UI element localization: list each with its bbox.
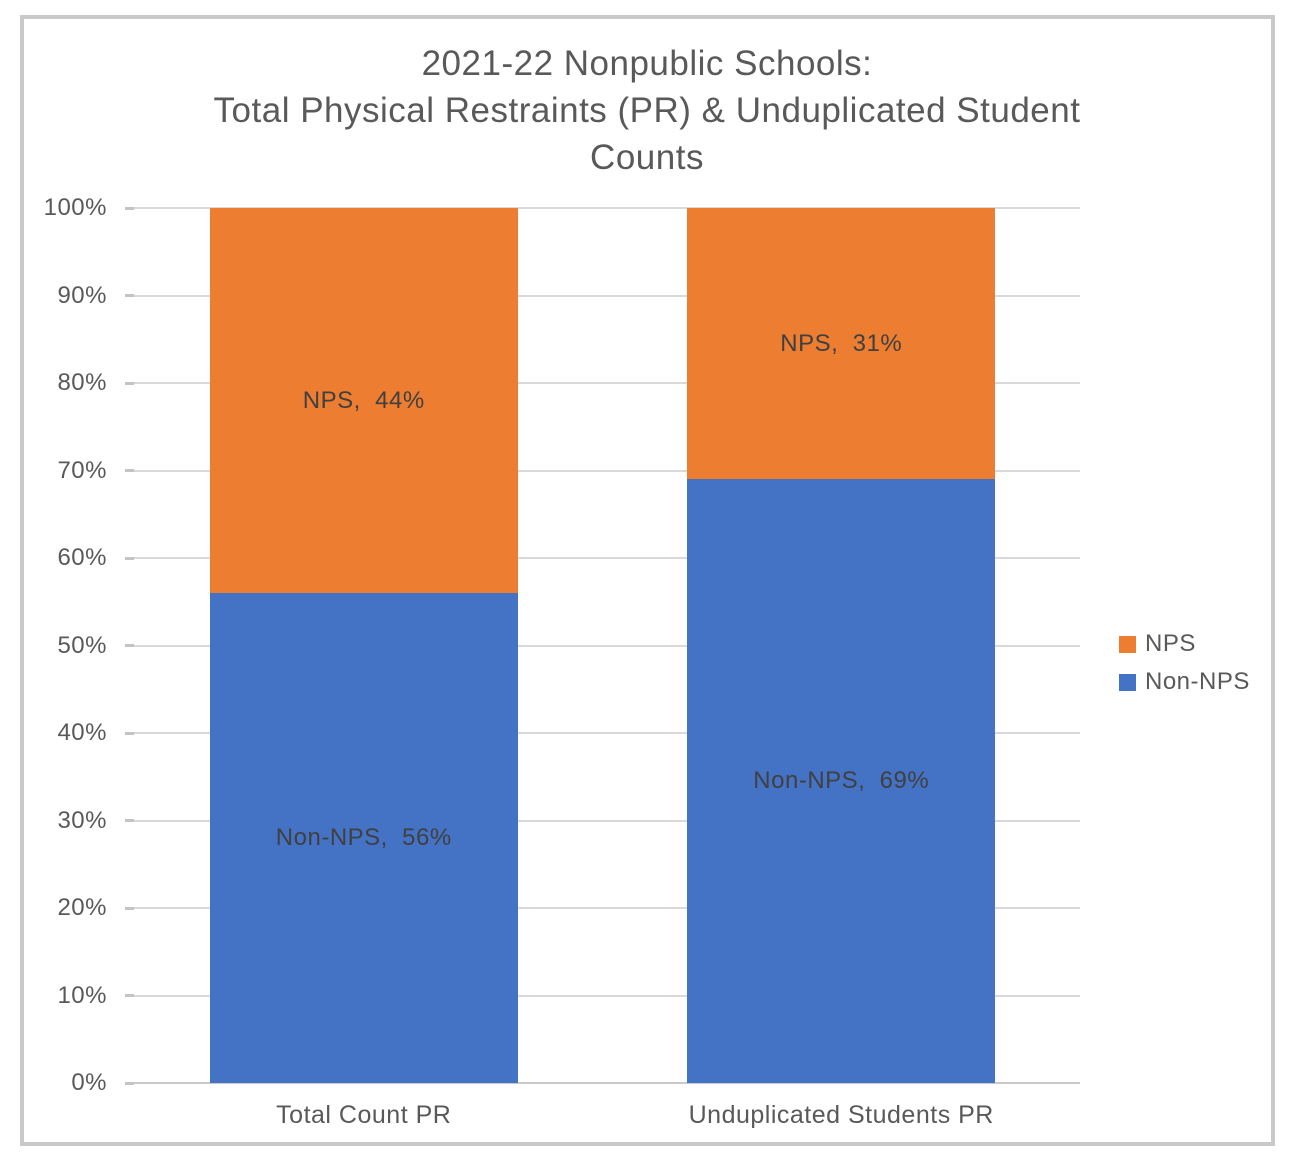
gridline-30: [125, 819, 1080, 822]
bar-column: Non-NPS, 69% NPS, 31%: [687, 208, 996, 1083]
legend-label: NPS: [1145, 630, 1196, 657]
bar-segment: Non-NPS, 56%: [209, 593, 518, 1083]
y-axis-tick: [125, 556, 134, 560]
bar-segment: NPS, 44%: [209, 208, 518, 593]
y-axis-tick-label: 70%: [57, 456, 107, 484]
gridline-40: [125, 732, 1080, 734]
y-axis-tick-label: 30%: [57, 806, 107, 834]
y-axis-tick-label: 100%: [43, 194, 107, 221]
bar-segment-data-label: Non-NPS, 69%: [753, 767, 930, 795]
legend-item: Non-NPS: [1119, 668, 1250, 695]
y-axis-tick: [125, 1081, 134, 1085]
bar-segment-data-label: NPS, 44%: [302, 386, 425, 414]
legend-swatch-icon: [1119, 673, 1136, 691]
gridline-90: [125, 294, 1080, 297]
gridline-70: [125, 469, 1080, 472]
y-axis-tick: [125, 644, 134, 647]
legend-label: Non-NPS: [1145, 668, 1250, 695]
legend-swatch-icon: [1119, 635, 1136, 653]
bar-segment: Non-NPS, 69%: [687, 479, 996, 1083]
y-axis-tick: [125, 381, 134, 385]
y-axis-tick-label: 0%: [71, 1069, 107, 1096]
y-axis-tick-label: 90%: [57, 281, 107, 309]
gridline-80: [125, 382, 1080, 384]
y-axis-tick-label: 20%: [57, 894, 107, 921]
y-axis-tick: [125, 819, 134, 822]
plot-area: 0% 10% 20% 30% 40% 50% 60% 70% 80% 90% 100% Non-NPS…: [44, 195, 1080, 1096]
legend-item: NPS: [1119, 630, 1250, 657]
gridline-50: [125, 644, 1080, 647]
legend: NPS Non-NPS: [1119, 630, 1250, 707]
y-axis-tick-label: 10%: [57, 981, 107, 1009]
gridline-10: [125, 994, 1080, 997]
y-axis-tick-label: 80%: [57, 369, 107, 396]
chart-title-line-1: 2021-22 Nonpublic Schools:: [421, 44, 873, 83]
category-label: Total Count PR: [276, 1101, 452, 1129]
gridline-20: [125, 907, 1080, 909]
category-label: Unduplicated Students PR: [688, 1101, 994, 1129]
y-axis-tick: [125, 206, 134, 210]
bar-column: Non-NPS, 56% NPS, 44%: [209, 208, 518, 1083]
bar-segment: NPS, 31%: [687, 208, 996, 480]
bar-segment-data-label: Non-NPS, 56%: [275, 824, 452, 851]
y-axis-tick: [125, 469, 134, 472]
gridline-60: [125, 557, 1080, 559]
y-axis-tick-label: 40%: [57, 719, 107, 746]
y-axis-tick: [125, 294, 134, 297]
chart-title-line-2: Total Physical Restraints (PR) & Undupli…: [213, 91, 1081, 130]
y-axis-tick: [125, 994, 134, 997]
chart-title-line-3: Counts: [590, 138, 704, 177]
y-axis-tick-label: 60%: [57, 544, 107, 571]
y-axis-tick-label: 50%: [57, 631, 107, 659]
bar-segment-data-label: NPS, 31%: [780, 329, 903, 357]
y-axis-tick: [125, 731, 134, 735]
chart-title: 2021-22 Nonpublic Schools: Total Physica…: [0, 40, 1294, 181]
y-axis-tick: [125, 906, 134, 910]
gridline-100: [125, 207, 1080, 209]
x-axis-line: [125, 1082, 1080, 1084]
